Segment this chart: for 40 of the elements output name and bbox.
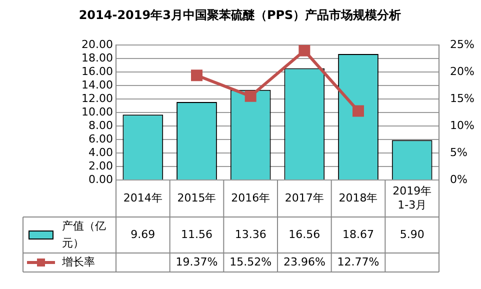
x-tick-label: 2018年 (338, 191, 378, 204)
point (352, 105, 364, 117)
y-tick-label: 12.00 (82, 92, 113, 105)
data-label: 18.67 (342, 228, 374, 241)
x-tick-label: 2019年1-3月 (392, 184, 432, 212)
y-tick-label: 18.00 (82, 51, 113, 64)
data-label: 12.77% (337, 255, 380, 268)
data-label: 19.37% (176, 255, 218, 268)
data-label: 15.52% (230, 255, 272, 268)
y2-tick-label: 5% (450, 146, 468, 159)
y2-tick-label: 15% (450, 92, 474, 105)
x-tick-label: 2015年 (177, 191, 216, 204)
y-tick-label: 8.00 (88, 118, 113, 132)
point (244, 90, 256, 102)
y2-tick-label: 0% (450, 172, 468, 186)
y-tick-label: 0.00 (88, 172, 113, 186)
y2-tick-label: 25% (450, 38, 474, 51)
data-label: 9.69 (130, 228, 156, 241)
y2-tick-label: 10% (450, 118, 474, 132)
data-label: 23.96% (283, 255, 326, 268)
chart-title: 2014-2019年3月中国聚苯硫醚（PPS）产品市场规模分析 (78, 8, 402, 22)
y-tick-label: 16.00 (82, 64, 113, 78)
legend-label: 增长率 (61, 255, 95, 268)
y2-tick-label: 20% (450, 64, 474, 78)
y-tick-label: 20.00 (82, 38, 113, 51)
y-tick-label: 10.00 (82, 105, 113, 118)
legend-label: 产值（亿元） (62, 219, 106, 250)
data-label: 13.36 (234, 228, 266, 241)
point (298, 45, 310, 56)
y-tick-label: 14.00 (82, 78, 113, 92)
x-tick-label: 2014年 (123, 191, 162, 204)
y-tick-label: 4.00 (88, 146, 113, 159)
point (191, 70, 202, 82)
x-tick-label: 2016年 (231, 191, 270, 204)
y-tick-label: 2.00 (88, 159, 113, 172)
y-tick-label: 6.00 (88, 132, 113, 146)
data-label: 11.56 (181, 228, 212, 241)
data-label: 16.56 (288, 228, 320, 241)
data-label: 5.90 (400, 228, 424, 241)
x-tick-label: 2017年 (284, 191, 324, 204)
